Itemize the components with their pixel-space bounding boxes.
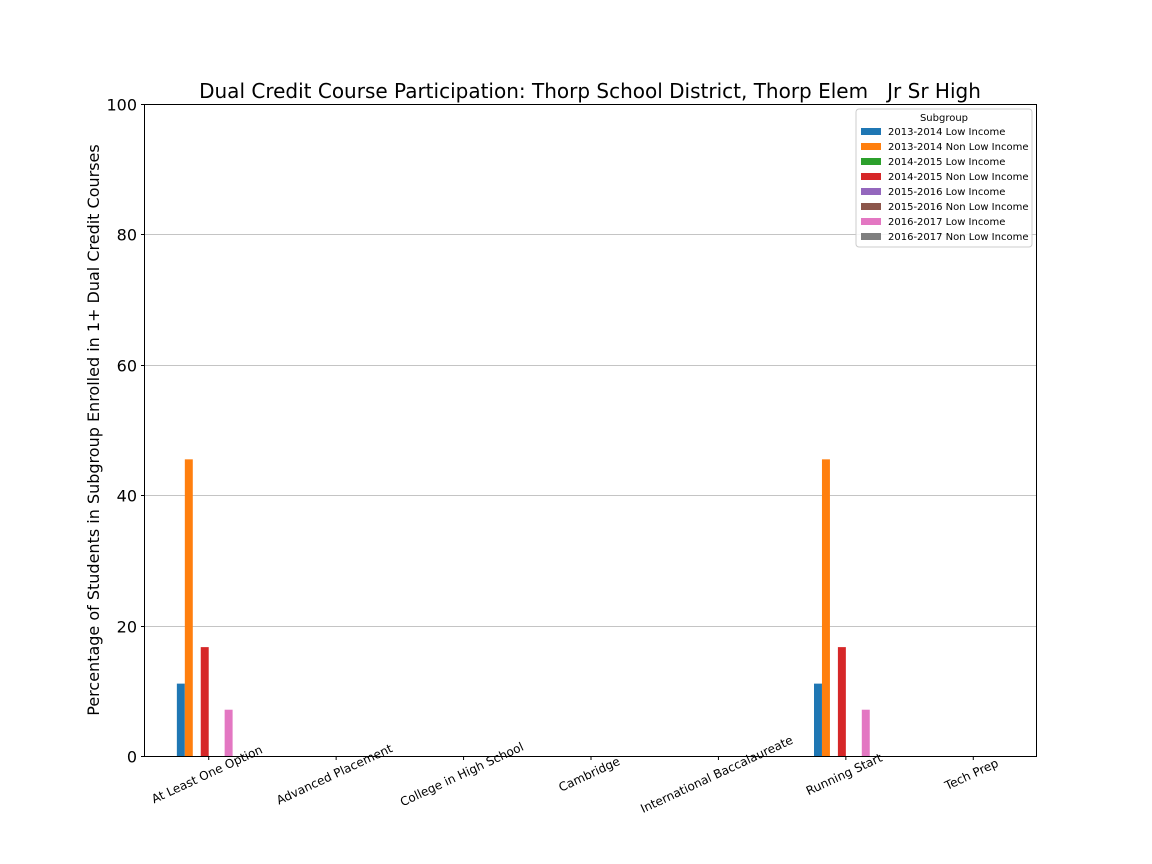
legend-title: Subgroup — [920, 113, 968, 124]
legend-label: 2016-2017 Low Income — [888, 217, 1005, 228]
legend-label: 2014-2015 Low Income — [888, 157, 1005, 168]
y-tick-label: 0 — [127, 748, 137, 767]
y-tick-label: 40 — [117, 487, 137, 506]
chart-title: Dual Credit Course Participation: Thorp … — [199, 79, 981, 103]
legend-swatch — [861, 218, 881, 225]
bar — [821, 459, 830, 756]
bar — [814, 683, 822, 756]
x-tick-label: Running Start — [804, 751, 885, 799]
legend-label: 2015-2016 Non Low Income — [888, 202, 1028, 213]
bar — [200, 647, 209, 756]
bar — [861, 709, 870, 756]
legend-label: 2015-2016 Low Income — [888, 187, 1005, 198]
x-tick-label: Advanced Placement — [274, 741, 395, 807]
bar — [224, 709, 233, 756]
y-tick-label: 60 — [117, 357, 137, 376]
legend-swatch — [861, 128, 881, 135]
legend-swatch — [861, 143, 881, 150]
legend-box — [855, 108, 1033, 248]
bar — [184, 459, 193, 756]
x-tick-label: College in High School — [398, 740, 526, 810]
legend-swatch — [861, 203, 881, 210]
x-tick-label: Tech Prep — [942, 756, 1001, 793]
bars — [176, 459, 870, 756]
legend-swatch — [861, 188, 881, 195]
y-axis-ticks: 0 20 40 60 80 100 — [106, 96, 145, 767]
legend-swatch — [861, 158, 881, 165]
legend: Subgroup 2013-2014 Low Income 2013-2014 N… — [855, 108, 1033, 248]
legend-items: 2013-2014 Low Income 2013-2014 Non Low In… — [861, 127, 1028, 243]
y-tick-label: 100 — [106, 96, 137, 115]
bar — [176, 683, 185, 756]
legend-label: 2014-2015 Non Low Income — [888, 172, 1028, 183]
y-tick-label: 20 — [117, 618, 137, 637]
legend-label: 2013-2014 Low Income — [888, 127, 1005, 138]
y-axis-label: Percentage of Students in Subgroup Enrol… — [84, 144, 103, 715]
y-tick-label: 80 — [117, 226, 137, 245]
x-axis-ticks: At Least One Option Advanced Placement Col… — [149, 733, 1000, 816]
legend-label: 2016-2017 Non Low Income — [888, 232, 1028, 243]
x-tick-label: Cambridge — [556, 754, 622, 795]
grid-lines — [145, 234, 1037, 627]
legend-swatch — [861, 233, 881, 240]
legend-swatch — [861, 173, 881, 180]
legend-label: 2013-2014 Non Low Income — [888, 142, 1028, 153]
x-tick-label: International Baccalaureate — [638, 733, 795, 816]
bar — [837, 647, 846, 756]
